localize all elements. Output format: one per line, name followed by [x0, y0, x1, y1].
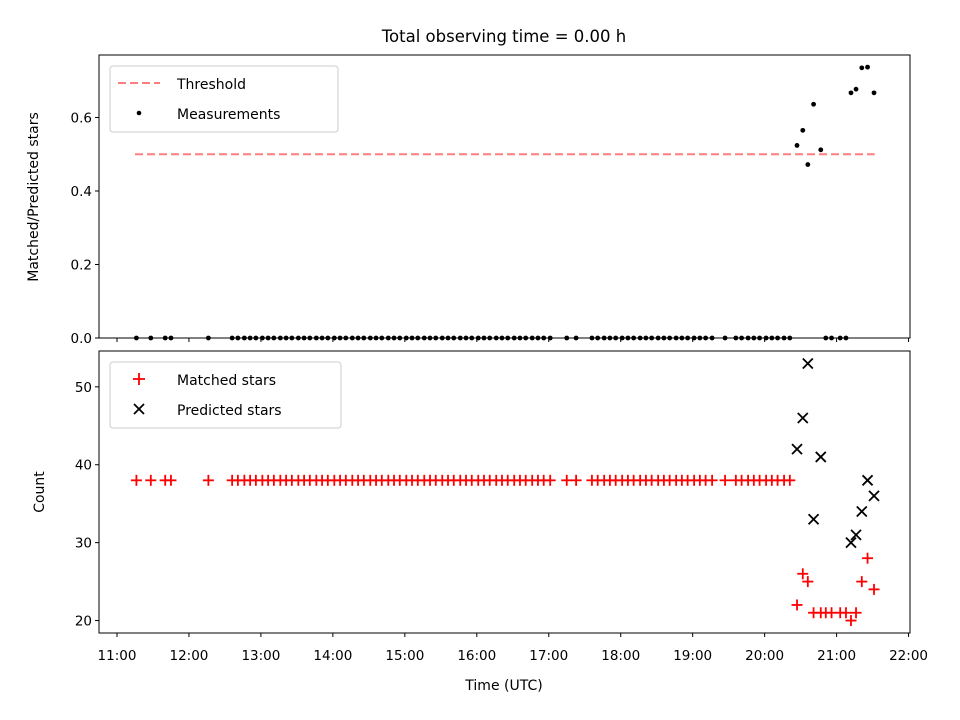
predicted-star-point — [850, 529, 862, 541]
bottom-panel-y-ticks: 20 30 40 50 — [75, 380, 99, 630]
top-y-tick-label: 0.6 — [71, 110, 92, 126]
x-tick-label: 19:00 — [673, 648, 712, 664]
matched-star-point — [850, 607, 862, 619]
predicted-star-point — [802, 357, 814, 370]
x-tick-label: 18:00 — [601, 648, 640, 664]
x-tick-label: 16:00 — [457, 648, 496, 664]
matched-star-point — [868, 583, 880, 595]
x-tick-label: 15:00 — [385, 648, 424, 664]
predicted-star-point — [845, 536, 857, 549]
top-panel-marks — [134, 64, 877, 341]
matched-star-point — [570, 474, 582, 486]
matched-star-point — [791, 599, 803, 611]
x-tick-label: 13:00 — [241, 648, 280, 664]
matched-star-point — [784, 474, 796, 486]
matched-star-point — [840, 607, 852, 619]
matched-star-point — [802, 576, 814, 588]
top-panel-frame — [98, 54, 911, 339]
matched-star-point — [130, 474, 142, 486]
legend-predicted-swatch — [133, 403, 145, 415]
x-tick-label: 11:00 — [98, 648, 137, 664]
measurement-point — [871, 90, 877, 96]
bottom-panel-x-ticks: 11:00 12:00 13:00 14:00 15:00 16:00 17:00 18:00… — [98, 633, 928, 664]
predicted-star-point — [861, 474, 874, 486]
legend-matched-label: Matched stars — [177, 373, 276, 389]
x-tick-label: 17:00 — [529, 648, 568, 664]
matched-star-point — [202, 474, 214, 486]
bottom-panel-y-label: Count — [32, 471, 48, 513]
measurement-point — [794, 143, 800, 148]
chart-title: Total observing time = 0.00 h — [381, 27, 626, 46]
matched-star-point — [719, 474, 731, 486]
predicted-star-point — [807, 513, 820, 525]
x-tick-label: 22:00 — [889, 648, 928, 664]
predicted-star-point — [815, 451, 827, 463]
predicted-star-point — [791, 443, 803, 455]
measurement-point — [865, 64, 870, 70]
x-tick-label: 21:00 — [817, 648, 856, 664]
bottom-y-tick-label: 40 — [75, 458, 92, 474]
bottom-legend-box — [109, 361, 342, 429]
legend-measurements-label: Measurements — [177, 107, 280, 123]
measurement-point — [805, 162, 811, 167]
x-axis-label: Time (UTC) — [464, 678, 542, 694]
matched-star-point — [544, 474, 556, 486]
predicted-star-point — [868, 490, 880, 502]
top-panel-x-ticks — [116, 338, 910, 342]
bottom-y-tick-label: 30 — [75, 536, 92, 552]
x-tick-label: 20:00 — [745, 648, 784, 664]
matched-star-point — [856, 576, 868, 588]
top-legend: Threshold Measurements — [109, 65, 339, 133]
top-legend-box — [109, 65, 339, 133]
legend-measurements-swatch — [136, 110, 142, 116]
legend-predicted-label: Predicted stars — [177, 403, 282, 419]
bottom-y-tick-label: 50 — [75, 380, 92, 396]
measurement-point — [853, 86, 859, 92]
matched-star-point — [561, 474, 573, 486]
bottom-y-tick-label: 20 — [75, 614, 92, 630]
legend-threshold-label: Threshold — [176, 77, 246, 93]
predicted-star-point — [856, 505, 868, 518]
x-tick-label: 12:00 — [169, 648, 208, 664]
top-y-tick-label: 0.0 — [71, 331, 92, 347]
matched-star-point — [145, 474, 157, 486]
matched-star-point — [797, 568, 809, 580]
matched-star-point — [165, 474, 177, 486]
bottom-panel-frame — [98, 350, 911, 634]
predicted-star-point — [797, 412, 809, 424]
bottom-legend: Matched stars Predicted stars — [109, 361, 342, 429]
matched-star-point — [706, 474, 718, 486]
legend-matched-swatch — [133, 373, 145, 385]
top-y-tick-label: 0.4 — [71, 184, 92, 200]
top-panel: Total observing time = 0.00 h 0.00.20.40… — [26, 27, 911, 347]
measurement-point — [859, 65, 865, 71]
top-panel-y-label: Matched/Predicted stars — [26, 112, 42, 282]
measurement-point — [818, 147, 824, 153]
measurement-point — [800, 127, 806, 133]
top-y-tick-label: 0.2 — [71, 257, 92, 273]
measurement-point — [848, 90, 854, 96]
matched-star-point — [862, 552, 874, 564]
x-tick-label: 14:00 — [313, 648, 352, 664]
measurement-point — [811, 101, 816, 107]
bottom-panel-marks — [130, 357, 880, 627]
top-panel-y-ticks: 0.0 0.2 0.4 0.6 — [71, 110, 99, 347]
matched-star-point — [845, 615, 857, 627]
